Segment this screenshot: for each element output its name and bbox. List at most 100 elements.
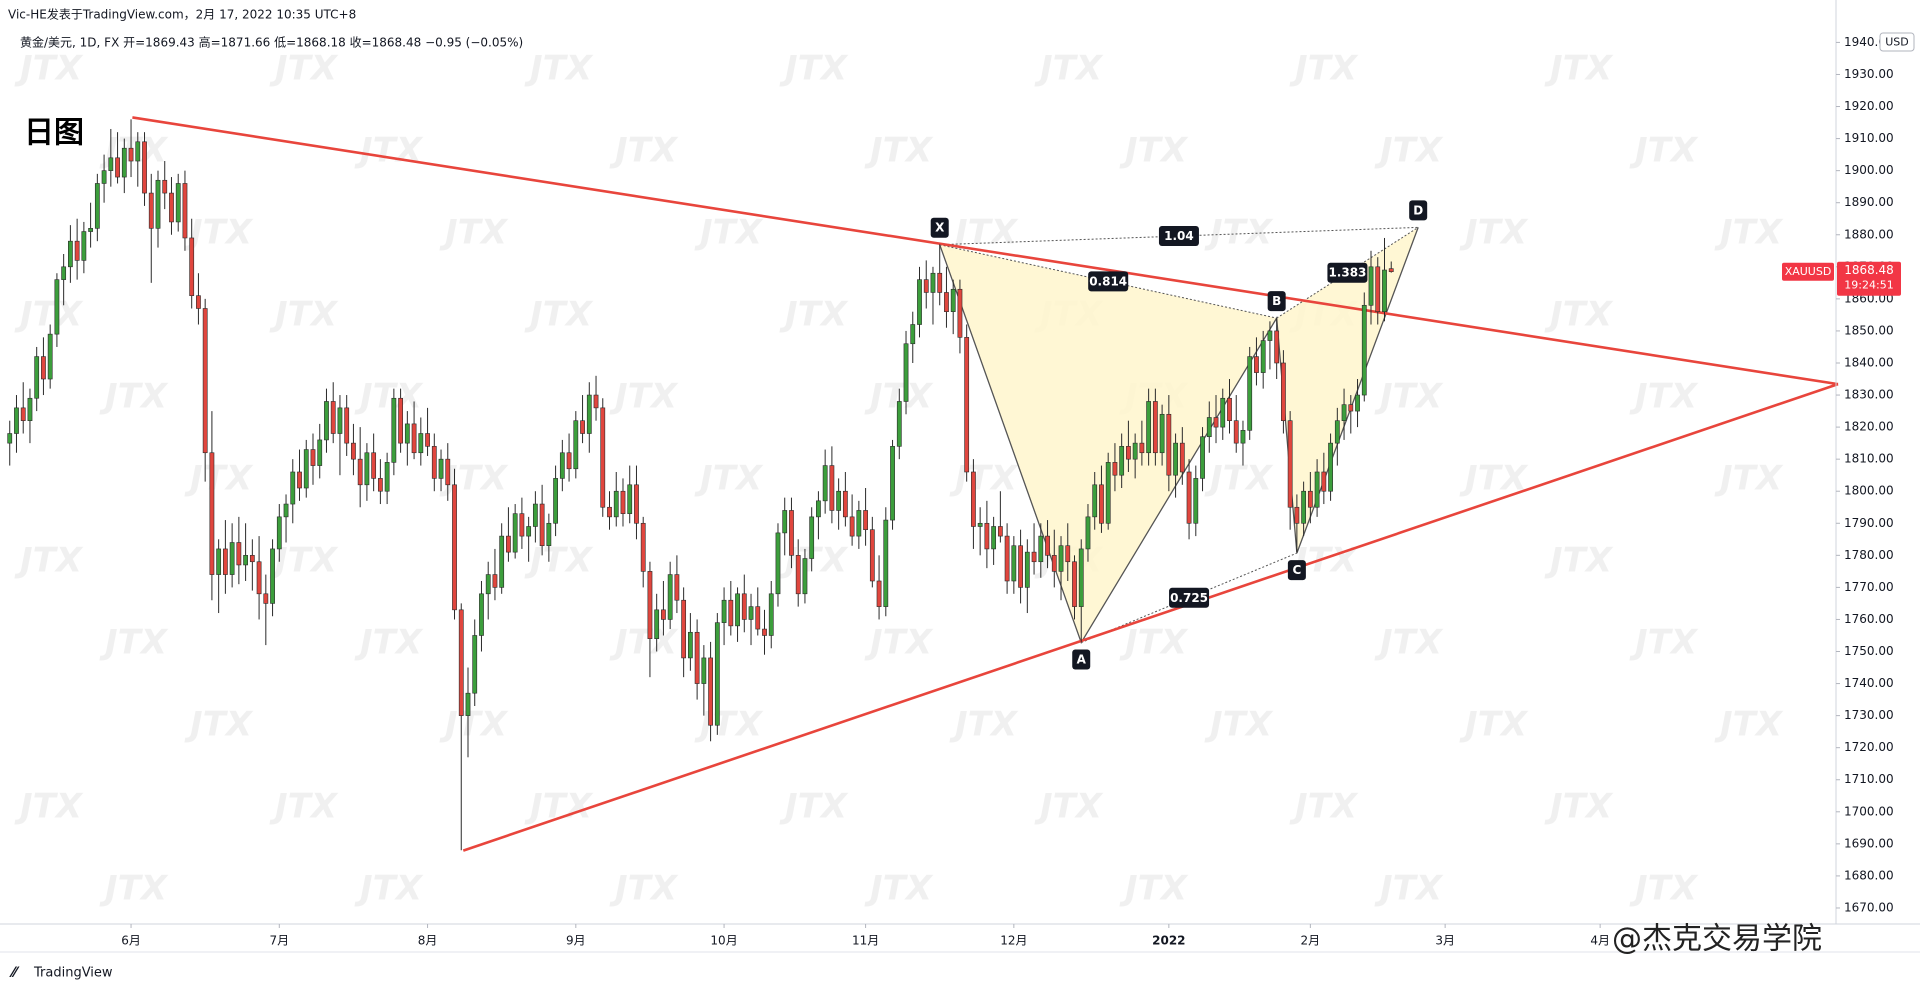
candle-body [357, 458, 363, 486]
watermark: JTX [1119, 869, 1189, 909]
watermark: JTX [1714, 213, 1784, 253]
y-tick-label: 1750.00 [1844, 644, 1894, 658]
candle-body [1274, 330, 1280, 364]
candle-body [148, 192, 154, 229]
candle-body [762, 628, 767, 636]
y-tick-label: 1680.00 [1844, 868, 1894, 882]
watermark: JTX [1289, 787, 1359, 827]
watermark: JTX [354, 377, 424, 417]
candle-body [930, 272, 936, 293]
x-tick-label: 2022 [1152, 934, 1185, 948]
candle-body [458, 609, 464, 716]
candle-body [809, 516, 815, 559]
watermark: JTX [1374, 131, 1444, 171]
candle-body [775, 532, 781, 595]
candle-body [41, 356, 46, 380]
watermark: JTX [949, 705, 1019, 745]
watermark: JTX [864, 623, 934, 663]
x-tick-label: 3月 [1435, 934, 1455, 948]
ratio-label-box [1158, 226, 1199, 247]
candle-body [88, 228, 93, 232]
candle-body [714, 622, 720, 726]
candle-body [499, 535, 505, 588]
watermark: JTX [1544, 787, 1614, 827]
candle-body [1078, 548, 1084, 607]
watermark: JTX [14, 541, 84, 581]
candle-body [290, 471, 296, 505]
publisher: Vic-HE发表于TradingView.com，2月 17, 2022 10:… [8, 7, 356, 22]
candle-body [1179, 442, 1185, 473]
candle-body [721, 599, 727, 623]
y-tick-label: 1920.00 [1844, 99, 1894, 113]
last-price-box [1837, 261, 1901, 296]
ratio-label-text: 1.04 [1164, 229, 1194, 243]
pattern-point-label-box [1267, 291, 1286, 312]
candle-body [337, 407, 343, 434]
y-tick-label: 1730.00 [1844, 708, 1894, 722]
candle-body [68, 240, 73, 268]
symbol-line: 黄金/美元, 1D, FX 开=1869.43 高=1871.66 低=1868… [20, 35, 523, 50]
pattern-point-label-text: B [1272, 294, 1281, 308]
x-tick-label: 4月 [1590, 934, 1610, 948]
watermark: JTX [1204, 213, 1274, 253]
candle-body [209, 452, 215, 575]
candle-body [303, 449, 309, 489]
watermark: JTX [439, 459, 509, 499]
ratio-label-box [1327, 262, 1368, 283]
pattern-point-label-text: D [1413, 203, 1423, 217]
candle-body [202, 308, 208, 454]
y-tick-label: 1700.00 [1844, 804, 1894, 818]
candle-body [1227, 397, 1232, 421]
candle-body [1348, 404, 1354, 412]
candle-body [580, 420, 585, 434]
pattern-point-label-text: X [935, 221, 945, 235]
candle-body [923, 279, 929, 293]
candle-body [795, 555, 801, 595]
y-tick-label: 1770.00 [1844, 580, 1894, 594]
pattern-point-label: A [1072, 649, 1091, 670]
watermark: JTX [1629, 869, 1699, 909]
candle-body [748, 606, 754, 620]
candle-body [1045, 535, 1050, 556]
candle-body [1159, 413, 1165, 454]
candle-body [971, 471, 976, 527]
watermark: JTX [1629, 623, 1699, 663]
candle-body [1206, 417, 1212, 438]
candle-body [1038, 535, 1044, 563]
candle-body [182, 183, 188, 239]
watermark: JTX [354, 623, 424, 663]
pattern-point-label: X [930, 217, 949, 238]
candle-body [553, 478, 558, 524]
candle-body [1321, 471, 1327, 492]
y-tick-label: 1850.00 [1844, 323, 1894, 337]
candle-body [849, 516, 855, 537]
candle-body [1334, 420, 1340, 444]
candle-body [479, 593, 484, 636]
ratio-label-text: 0.725 [1170, 591, 1208, 605]
watermark: JTX [1714, 459, 1784, 499]
watermark: JTX [1374, 623, 1444, 663]
candle-body [330, 401, 336, 434]
candle-body [1105, 462, 1111, 524]
candle-body [431, 446, 437, 479]
candle-body [465, 692, 471, 716]
candle-body [492, 574, 498, 588]
candle-body [418, 433, 424, 454]
candle-body [256, 561, 262, 595]
candle-body [1193, 478, 1199, 524]
candle-body [1031, 551, 1037, 563]
y-tick-label: 1760.00 [1844, 612, 1894, 626]
candle-body [1018, 545, 1023, 588]
candle-body [27, 397, 33, 421]
candle-body [425, 433, 430, 447]
candle-body [7, 433, 13, 444]
watermark: JTX [864, 131, 934, 171]
watermark: JTX [524, 541, 594, 581]
candle-body [1058, 545, 1064, 572]
candle-body [876, 580, 882, 607]
candle-body [728, 599, 734, 627]
candle-body [189, 237, 195, 296]
candle-body [586, 394, 592, 434]
candle-body [512, 513, 518, 553]
